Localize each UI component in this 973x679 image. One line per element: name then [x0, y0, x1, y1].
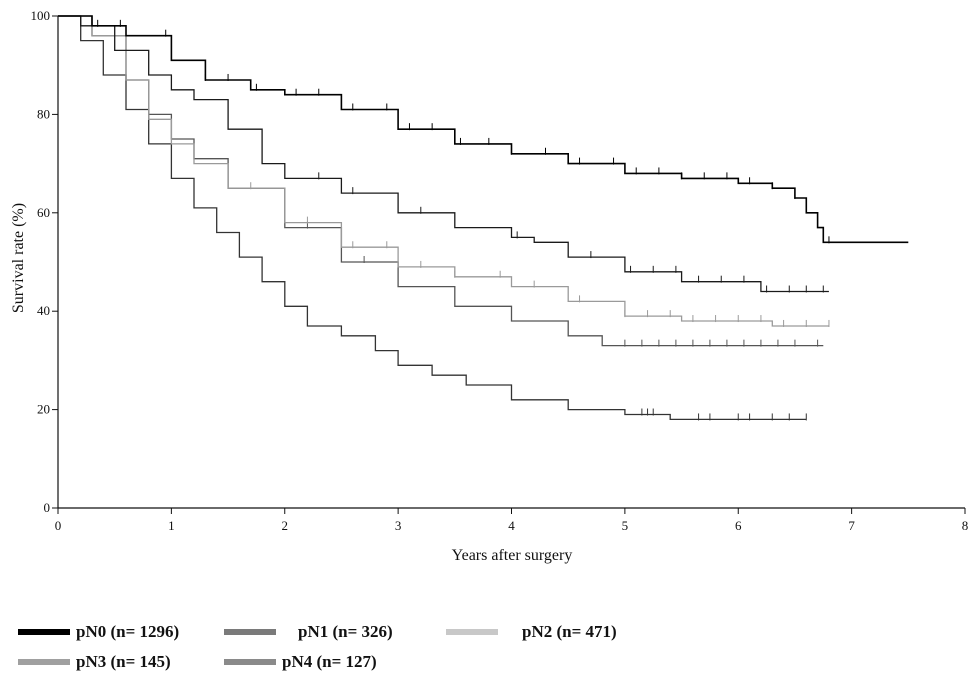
x-tick-label: 4: [508, 518, 515, 533]
series-line: [58, 15, 829, 293]
x-tick-label: 7: [848, 518, 855, 533]
x-tick-label: 8: [962, 518, 969, 533]
y-tick-label: 0: [44, 500, 51, 515]
series-line: [58, 15, 829, 327]
y-tick-label: 100: [31, 8, 51, 23]
x-tick-label: 6: [735, 518, 742, 533]
y-axis-label: Survival rate (%): [10, 203, 27, 313]
series-line: [58, 15, 909, 244]
series-pn1: [58, 15, 829, 293]
x-tick-label: 2: [282, 518, 289, 533]
x-tick-label: 5: [622, 518, 629, 533]
series-layer: [58, 15, 909, 421]
x-tick-label: 1: [168, 518, 175, 533]
x-axis-label: Years after surgery: [452, 547, 573, 564]
y-tick-label: 20: [37, 402, 50, 417]
x-tick-label: 0: [55, 518, 62, 533]
series-pn0: [58, 15, 909, 244]
x-tick-label: 3: [395, 518, 402, 533]
y-tick-label: 60: [37, 205, 50, 220]
y-tick-label: 40: [37, 303, 50, 318]
series-line: [58, 15, 824, 347]
series-pn2: [58, 15, 830, 327]
series-pn4: [58, 15, 807, 421]
series-pn3: [58, 15, 824, 347]
y-tick-label: 80: [37, 106, 50, 121]
series-line: [58, 15, 807, 421]
